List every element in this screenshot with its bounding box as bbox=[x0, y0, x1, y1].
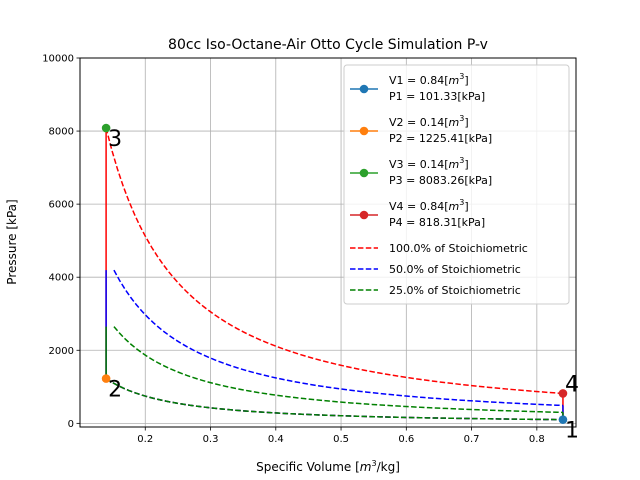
state-point-marker bbox=[101, 374, 111, 383]
legend-p-text: P3 = 8083.26[kPa] bbox=[389, 174, 492, 187]
state-markers bbox=[101, 123, 568, 424]
legend-p-text: P1 = 101.33[kPa] bbox=[389, 90, 485, 103]
y-tick-label: 4000 bbox=[49, 273, 74, 284]
x-tick-label: 0.3 bbox=[203, 434, 219, 445]
legend-v-close: ] bbox=[464, 74, 468, 87]
legend-v-close: ] bbox=[464, 200, 468, 213]
y-tick-label: 10000 bbox=[42, 54, 74, 65]
legend-marker bbox=[359, 168, 369, 178]
legend-box bbox=[343, 64, 570, 305]
legend-v-unit: m bbox=[449, 158, 460, 171]
legend-v-exp: 3 bbox=[459, 114, 464, 123]
series-expansion-curve bbox=[113, 269, 563, 407]
legend-v-exp: 3 bbox=[459, 198, 464, 207]
state-point-labels: 1 2 3 4 bbox=[108, 127, 579, 444]
x-tick-label: 0.5 bbox=[333, 434, 349, 445]
legend-marker bbox=[359, 126, 369, 136]
x-tick-label: 0.7 bbox=[464, 434, 480, 445]
legend-v-text: V1 = 0.84[m3] bbox=[389, 72, 469, 87]
x-axis-label: Specific Volume [m3/kg] bbox=[256, 459, 400, 474]
legend-v-text: V2 = 0.14[m3] bbox=[389, 114, 469, 129]
legend-marker bbox=[359, 210, 369, 220]
legend: V1 = 0.84[m3]P1 = 101.33[kPa]V2 = 0.14[m… bbox=[343, 64, 570, 305]
y-tick-label: 8000 bbox=[49, 127, 74, 138]
legend-v-prefix: V4 = 0.84[ bbox=[389, 200, 449, 213]
state-point-marker bbox=[558, 389, 568, 398]
legend-series-name: 100.0% of Stoichiometric bbox=[389, 242, 528, 255]
legend-p-text: P4 = 818.31[kPa] bbox=[389, 216, 485, 229]
legend-v-text: V4 = 0.84[m3] bbox=[389, 198, 469, 213]
legend-series-name: 50.0% of Stoichiometric bbox=[389, 263, 521, 276]
legend-series-name: 25.0% of Stoichiometric bbox=[389, 284, 521, 297]
x-tick-label: 0.8 bbox=[529, 434, 545, 445]
legend-v-prefix: V2 = 0.14[ bbox=[389, 116, 449, 129]
y-axis-label: Pressure [kPa] bbox=[5, 199, 19, 284]
legend-v-prefix: V1 = 0.84[ bbox=[389, 74, 449, 87]
legend-v-close: ] bbox=[464, 158, 468, 171]
legend-v-exp: 3 bbox=[459, 72, 464, 81]
series-expansion-curve bbox=[105, 127, 564, 395]
y-tick-label: 2000 bbox=[49, 346, 74, 357]
x-tick-label: 0.6 bbox=[398, 434, 414, 445]
series-compression-curve bbox=[105, 377, 563, 421]
state-point-label: 1 bbox=[565, 419, 579, 444]
legend-v-text: V3 = 0.14[m3] bbox=[389, 156, 469, 171]
state-point-marker bbox=[558, 415, 568, 424]
legend-p-text: P2 = 1225.41[kPa] bbox=[389, 132, 492, 145]
x-tick-label: 0.4 bbox=[268, 434, 284, 445]
legend-v-unit: m bbox=[449, 116, 460, 129]
state-point-label: 2 bbox=[108, 378, 122, 403]
plot-frame bbox=[79, 57, 577, 428]
x-tick-label: 0.2 bbox=[137, 434, 153, 445]
series-expansion-curve bbox=[113, 326, 563, 414]
state-point-label: 4 bbox=[565, 372, 579, 397]
chart-title: 80cc Iso-Octane-Air Otto Cycle Simulatio… bbox=[168, 37, 488, 53]
state-point-marker bbox=[101, 123, 111, 133]
legend-v-close: ] bbox=[464, 116, 468, 129]
legend-v-unit: m bbox=[449, 74, 460, 87]
legend-v-unit: m bbox=[449, 200, 460, 213]
legend-v-prefix: V3 = 0.14[ bbox=[389, 158, 449, 171]
legend-marker bbox=[359, 84, 369, 94]
state-point-label: 3 bbox=[108, 127, 122, 152]
y-tick-label: 6000 bbox=[49, 200, 74, 211]
axis-ticks: 0.2 0.3 0.4 0.5 0.6 0.7 0.8 0 2000 4000 6000 8000 10… bbox=[42, 54, 545, 446]
y-tick-label: 0 bbox=[68, 419, 74, 430]
legend-v-exp: 3 bbox=[459, 156, 464, 165]
